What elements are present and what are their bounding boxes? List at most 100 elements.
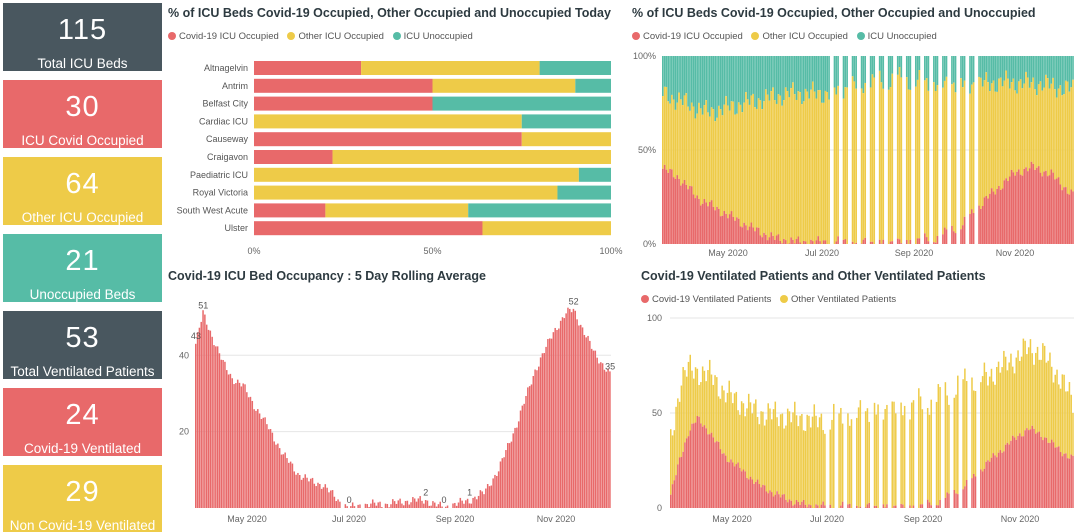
bar-segment: [846, 87, 848, 244]
bar-segment: [972, 56, 975, 83]
bar-segment: [790, 88, 792, 238]
bar: [424, 500, 427, 508]
bar: [288, 462, 290, 508]
bar-segment: [819, 56, 821, 90]
bar-segment: [850, 419, 853, 508]
bar-segment: [954, 92, 957, 234]
bar-segment: [1023, 168, 1026, 244]
bar-segment: [1042, 440, 1044, 508]
bar: [299, 475, 301, 508]
legend-item-other[interactable]: Other ICU Occupied: [751, 31, 848, 42]
bar: [598, 363, 600, 508]
bar-segment: [757, 227, 760, 244]
legend-item-other-ventilated[interactable]: Other Ventilated Patients: [780, 294, 896, 305]
legend-item-covid[interactable]: Covid-19 ICU Occupied: [632, 31, 743, 42]
bar-segment: [790, 500, 792, 508]
y-tick-label: 0%: [643, 239, 656, 249]
bar-segment: [673, 430, 676, 481]
bar-segment: [860, 56, 863, 89]
legend-item-other[interactable]: Other ICU Occupied: [287, 31, 384, 42]
bar-segment: [909, 56, 912, 90]
bar: [226, 370, 228, 508]
legend-ventilated: Covid-19 Ventilated Patients Other Venti…: [641, 294, 902, 305]
bar-segment: [933, 242, 935, 244]
bar: [317, 482, 319, 508]
bar-segment: [980, 382, 982, 470]
percent-history-chart[interactable]: 0% 50% 100% May 2020 Jul 2020 Sep 2020 Nov 202…: [630, 50, 1076, 262]
bar-segment: [1057, 88, 1060, 178]
bar-segment: [1036, 346, 1039, 433]
bar-segment: [893, 505, 895, 508]
bar-segment: [928, 414, 931, 503]
bar-segment: [694, 56, 697, 119]
bar-segment: [254, 150, 333, 164]
bar-segment: [682, 451, 684, 508]
bar: [258, 413, 261, 508]
legend-item-covid-ventilated[interactable]: Covid-19 Ventilated Patients: [641, 294, 771, 305]
bar: [211, 336, 213, 508]
hospital-occupancy-chart[interactable]: Altnagelvin Antrim Belfast City Cardiac ICU…: [165, 55, 623, 265]
bar-segment: [783, 56, 785, 101]
bar-segment: [1063, 453, 1065, 508]
bar-segment: [1032, 163, 1035, 244]
bar-segment: [665, 169, 668, 244]
bar-segment: [969, 93, 971, 214]
bar-segment: [781, 243, 783, 244]
legend-item-unoccupied[interactable]: ICU Unoccupied: [856, 31, 937, 42]
bar-segment: [1047, 442, 1049, 508]
bar-segment: [810, 239, 812, 244]
bar-segment: [694, 198, 697, 244]
bar-segment: [921, 409, 924, 505]
x-tick-label: 50%: [423, 246, 441, 256]
bar: [590, 348, 593, 508]
bar-segment: [703, 56, 706, 106]
bar-segment: [793, 243, 796, 244]
bar-segment: [747, 393, 750, 480]
bar-segment: [994, 56, 997, 92]
bar-segment: [714, 210, 717, 244]
bar-segment: [811, 56, 814, 82]
bar-segment: [987, 385, 989, 461]
bar-segment: [960, 78, 962, 230]
bar-segment: [763, 485, 766, 508]
bar-segment: [687, 106, 689, 190]
bar-segment: [990, 56, 993, 84]
kpi-value: 29: [65, 476, 100, 508]
bar-segment: [856, 417, 858, 506]
bar: [514, 427, 516, 508]
bar-segment: [1052, 382, 1055, 443]
bar-segment: [955, 394, 957, 494]
legend-item-unoccupied[interactable]: ICU Unoccupied: [392, 31, 473, 42]
bar: [331, 490, 334, 508]
bar-segment: [681, 183, 684, 244]
bar-segment: [935, 401, 938, 506]
bar-segment: [925, 78, 928, 238]
bar-segment: [721, 453, 723, 508]
bar-segment: [936, 235, 939, 244]
ventilated-chart[interactable]: 0 50 100 May 2020 Jul 2020 Sep 2020 Nov 2020: [630, 310, 1076, 528]
bar: [521, 405, 524, 508]
bar-segment: [933, 56, 935, 83]
bar-segment: [1011, 366, 1014, 436]
bar: [330, 490, 332, 508]
bar-segment: [770, 232, 773, 244]
legend-item-covid[interactable]: Covid-19 ICU Occupied: [168, 31, 279, 42]
bar: [233, 384, 235, 508]
bar: [569, 308, 571, 508]
bar-segment: [957, 375, 959, 495]
bar-segment: [1017, 350, 1019, 436]
bar-segment: [1045, 74, 1047, 171]
bar-segment: [693, 423, 695, 508]
bar-segment: [1003, 56, 1006, 81]
bar: [381, 507, 383, 508]
bar: [539, 357, 542, 508]
bar: [328, 492, 330, 508]
bar-segment: [685, 376, 688, 439]
bar-segment: [1065, 453, 1067, 508]
bar: [404, 500, 407, 508]
bar-segment: [1050, 366, 1053, 440]
category-label: Causeway: [206, 134, 249, 144]
bar-segment: [985, 461, 987, 508]
bar-segment: [795, 239, 798, 244]
